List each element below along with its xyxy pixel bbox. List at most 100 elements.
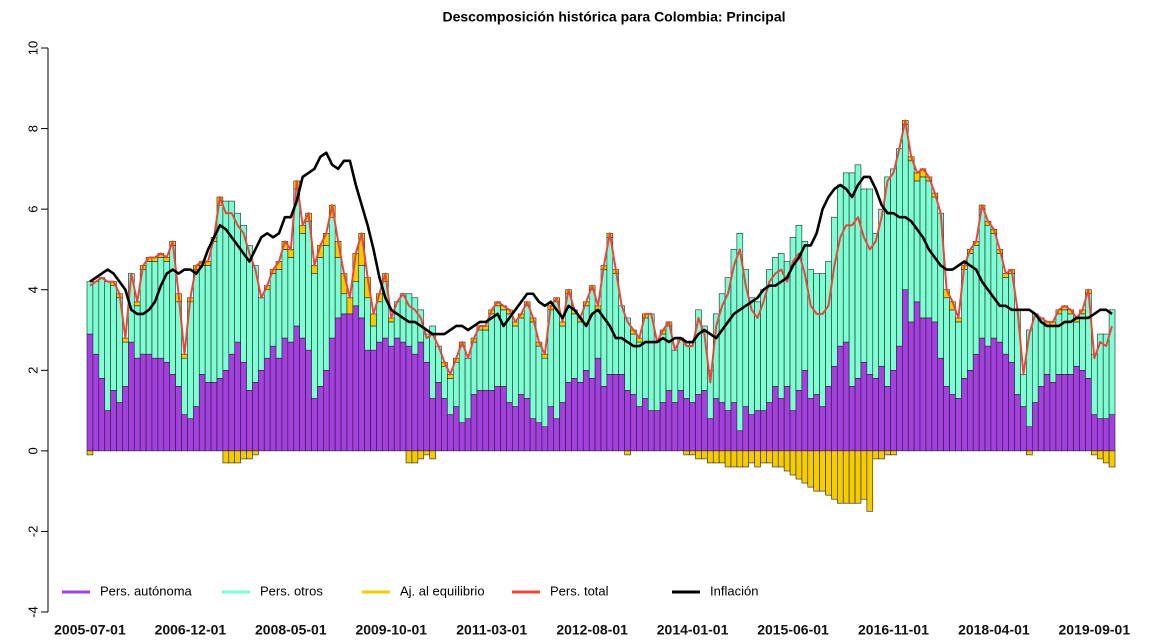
bar-segment [943, 297, 950, 387]
bar-segment [795, 224, 803, 391]
bar-segment [512, 406, 519, 452]
bar-segment [730, 402, 738, 452]
bar-segment [606, 237, 614, 375]
bar-segment [86, 450, 94, 456]
bar-segment [317, 257, 324, 387]
bar-segment [1049, 325, 1057, 383]
bar-segment [352, 305, 360, 452]
bar-segment [831, 450, 838, 500]
bar-segment [842, 341, 850, 452]
bar-segment [429, 398, 436, 452]
bar-segment [919, 176, 927, 319]
bar-segment [842, 172, 850, 343]
bar-segment [689, 450, 696, 456]
bar-segment [547, 406, 555, 452]
bar-segment [819, 273, 826, 407]
bar-segment [506, 402, 513, 452]
bar-segment [890, 369, 897, 452]
bar-segment [98, 378, 106, 452]
bar-segment [748, 414, 755, 452]
bar-segment [346, 297, 354, 315]
bar-segment [754, 450, 761, 468]
bar-segment [423, 450, 430, 456]
y-tick-label: -2 [25, 526, 40, 538]
bar-segment [878, 450, 885, 460]
bar-segment [866, 188, 874, 375]
bar-segment [754, 410, 761, 452]
bar-segment [878, 208, 885, 367]
bar-segment [949, 394, 956, 452]
bar-segment [783, 450, 791, 472]
bar-segment [866, 374, 874, 452]
bar-segment [541, 426, 549, 452]
x-tick-label: 2015-06-01 [757, 622, 829, 638]
bar-segment [263, 289, 271, 359]
bar-segment [837, 184, 844, 347]
bar-segment [854, 450, 862, 504]
bar-segment [1026, 450, 1033, 456]
bar-segment [707, 450, 714, 464]
bar-segment [222, 450, 230, 464]
bar-segment [222, 369, 230, 452]
bar-segment [258, 297, 265, 371]
bar-segment [447, 378, 454, 415]
bar-segment [795, 390, 803, 452]
bar-segment [452, 361, 460, 407]
bar-segment [813, 394, 820, 452]
bar-segment [624, 390, 631, 452]
bar-segment [364, 297, 371, 351]
bar-segment [695, 450, 702, 460]
bar-segment [1026, 426, 1033, 452]
bar-segment [358, 265, 365, 319]
bar-segment [234, 212, 241, 343]
bar-segment [281, 337, 289, 452]
bar-segment [825, 386, 832, 452]
bar-segment [210, 241, 218, 383]
bar-segment [541, 357, 549, 427]
bar-segment [760, 410, 767, 452]
bar-segment [216, 378, 224, 452]
bar-segment [718, 450, 726, 464]
bar-segment [1067, 374, 1074, 452]
bar-segment [334, 317, 342, 452]
bar-segment [606, 374, 614, 452]
y-tick-label: -4 [25, 606, 40, 618]
bar-segment [305, 220, 312, 351]
bar-segment [766, 450, 773, 464]
bar-segment [630, 333, 637, 395]
bar-segment [458, 422, 466, 452]
bar-segment [848, 450, 856, 504]
bar-segment [600, 269, 608, 387]
bar-segment [228, 200, 236, 355]
bar-segment [683, 398, 690, 452]
bar-segment [772, 386, 779, 452]
bar-segment [110, 390, 117, 452]
bar-segment [907, 160, 915, 323]
bar-segment [98, 277, 106, 379]
bar-segment [653, 341, 661, 411]
bar-segment [996, 341, 1004, 452]
bar-segment [352, 281, 360, 307]
legend-label: Pers. otros [260, 583, 323, 598]
bar-segment [1073, 321, 1080, 367]
bar-segment [169, 374, 176, 452]
bar-segment [1055, 374, 1063, 452]
bar-segment [789, 410, 797, 452]
bar-segment [488, 390, 495, 452]
bar-segment [848, 172, 856, 387]
x-tick-label: 2014-01-01 [657, 622, 729, 638]
bar-segment [683, 341, 690, 399]
bar-segment [1002, 353, 1009, 452]
bar-segment [535, 345, 543, 423]
bar-segment [293, 325, 300, 452]
bar-segment [411, 450, 419, 464]
x-tick-label: 2016-11-01 [858, 622, 929, 638]
bar-segment [724, 410, 732, 452]
bar-segment [819, 406, 826, 452]
bar-segment [204, 382, 212, 452]
bar-segment [157, 257, 165, 359]
bar-segment [1008, 361, 1015, 452]
bar-segment [299, 337, 306, 452]
bar-segment [323, 369, 330, 452]
